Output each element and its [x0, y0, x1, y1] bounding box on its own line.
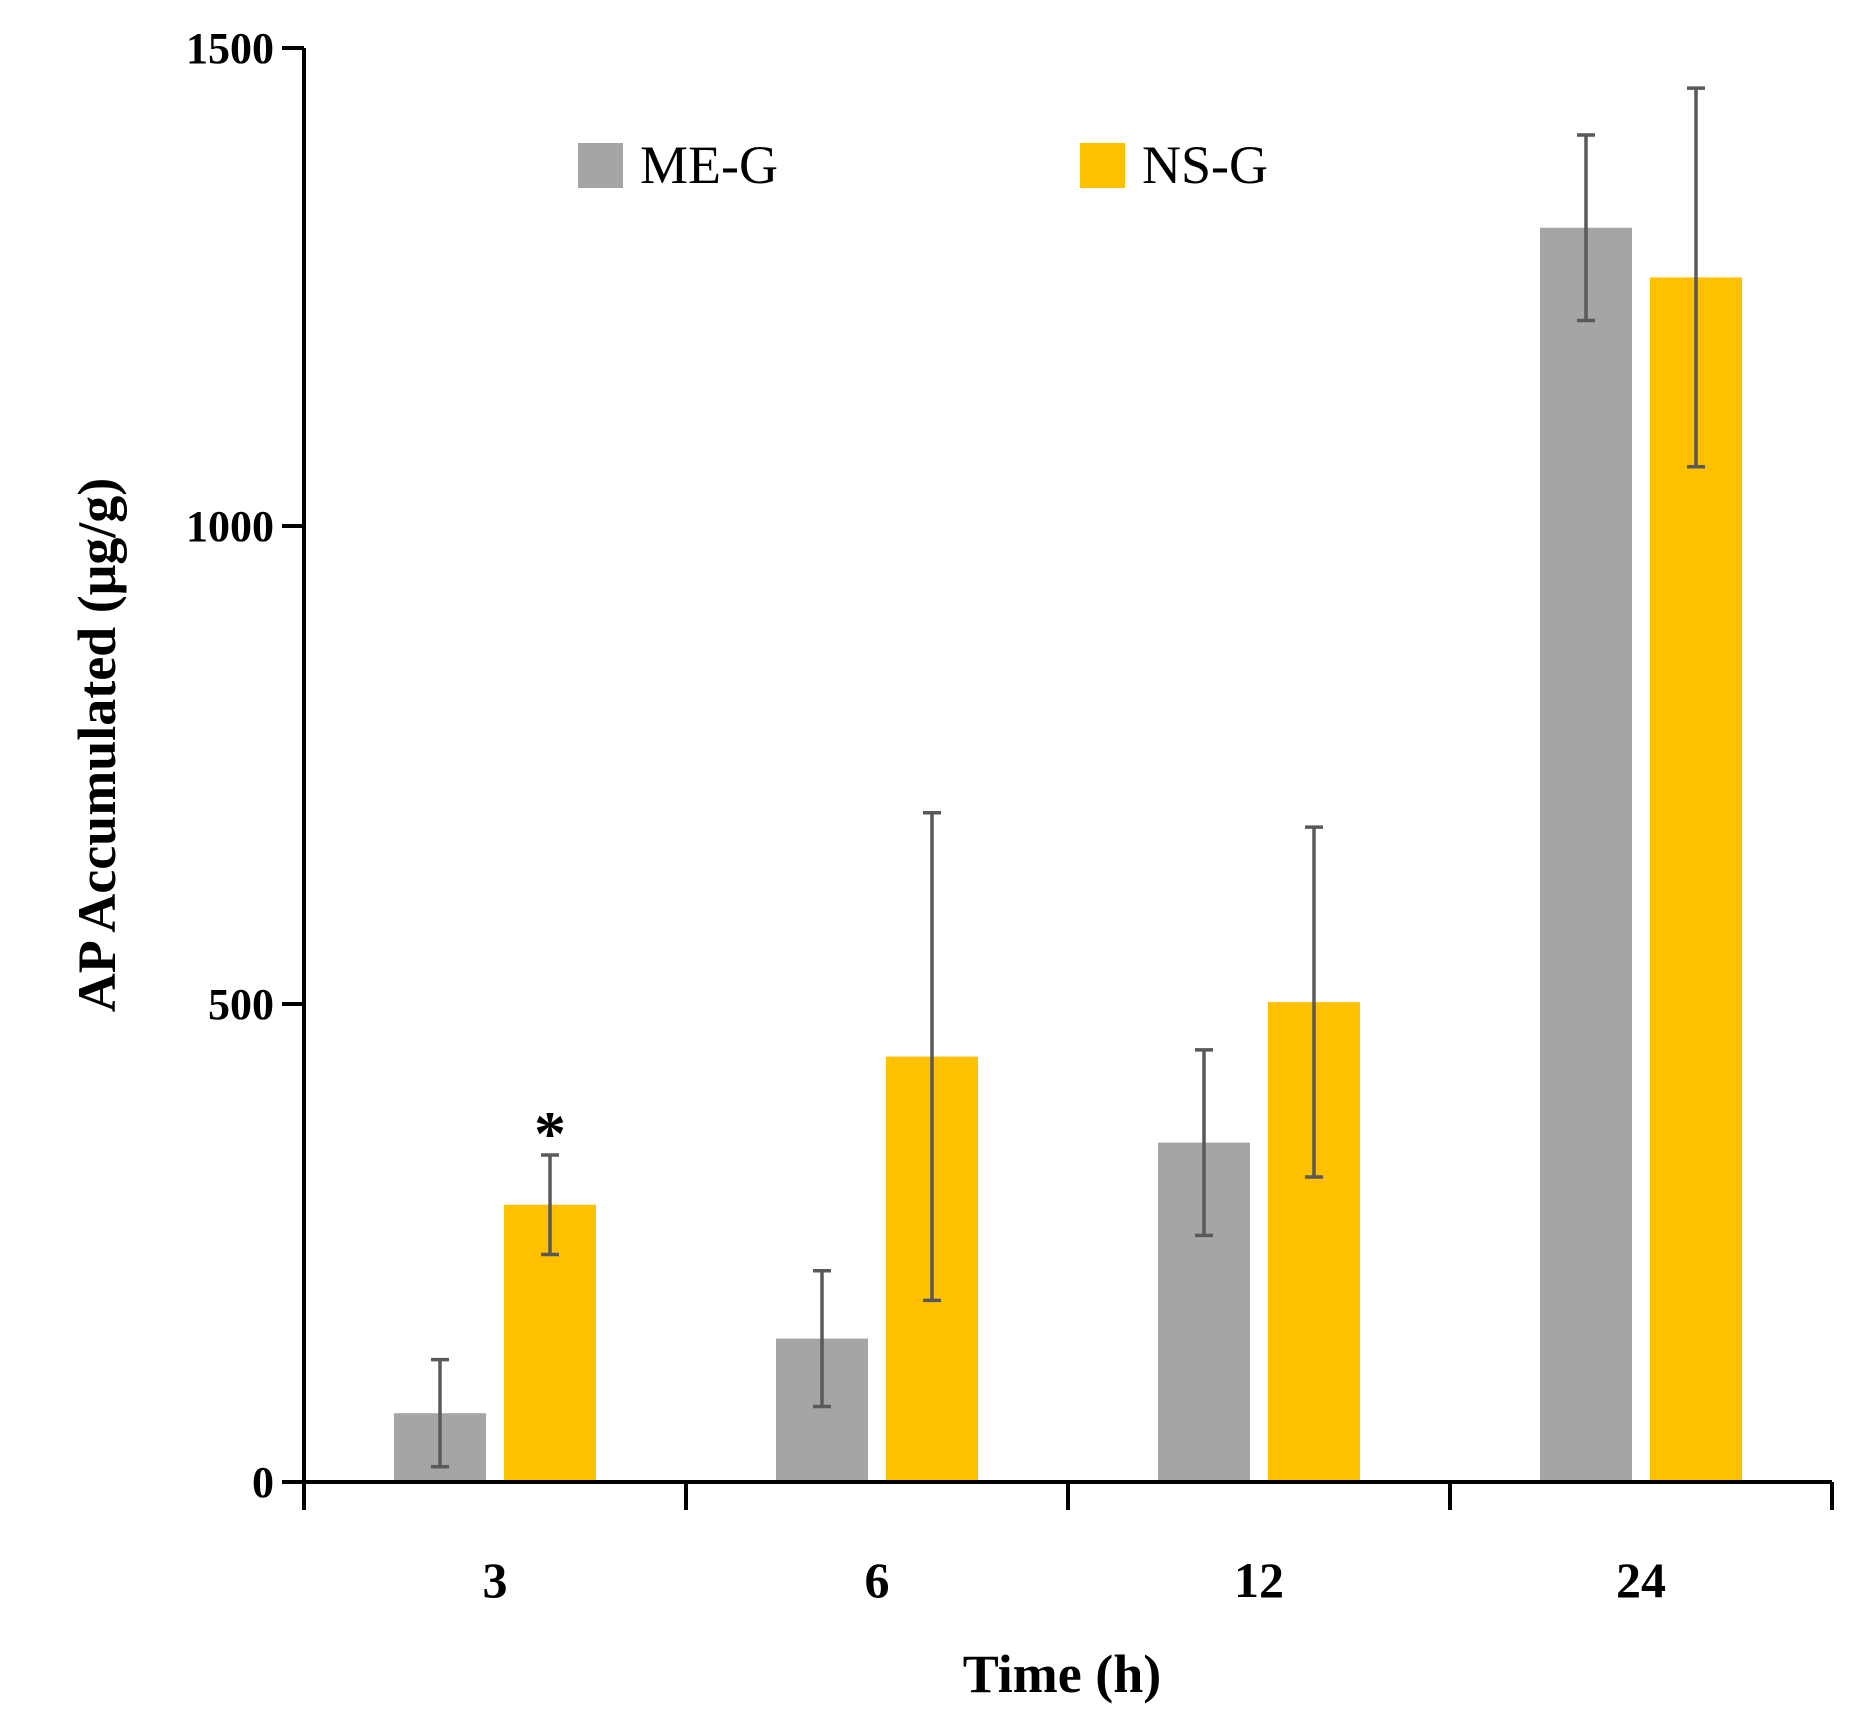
annotations: * [534, 1098, 566, 1169]
legend-swatch [1080, 143, 1125, 188]
axes-layer [282, 48, 1832, 1510]
y-ticks: 0 500 1000 1500 [186, 24, 304, 1507]
y-axis-title: AP Accumulated (μg/g) [67, 478, 127, 1013]
y-tick-label: 1500 [186, 24, 274, 73]
y-tick-label: 1000 [186, 502, 274, 551]
y-tick-label: 0 [252, 1458, 274, 1507]
bar [1540, 227, 1632, 1482]
legend-label: NS-G [1142, 135, 1268, 195]
error-bars-layer [431, 86, 1705, 1469]
legend-label: ME-G [640, 135, 778, 195]
bars-layer [394, 227, 1742, 1483]
x-tick-label: 6 [865, 1552, 890, 1608]
x-axis-title: Time (h) [963, 1644, 1162, 1704]
x-ticks: 3 6 12 24 [302, 1482, 1834, 1608]
x-tick-label: 24 [1616, 1552, 1666, 1608]
bar [1650, 277, 1742, 1483]
y-tick-label: 500 [208, 980, 274, 1029]
x-tick-label: 3 [483, 1552, 508, 1608]
legend: ME-G NS-G [578, 135, 1268, 195]
significance-marker: * [534, 1098, 566, 1169]
legend-swatch [578, 143, 623, 188]
x-tick-label: 12 [1234, 1552, 1284, 1608]
